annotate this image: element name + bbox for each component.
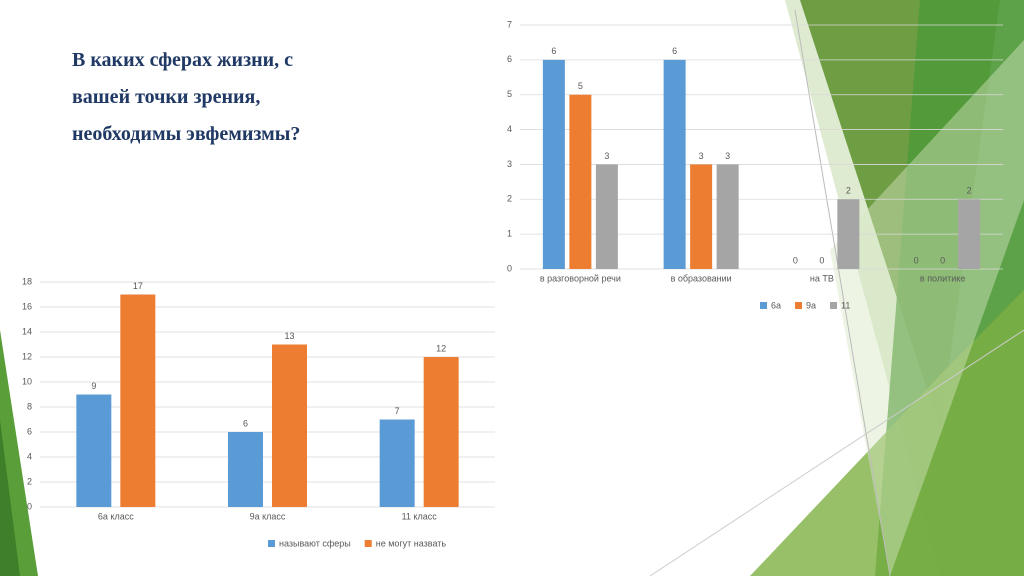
bar — [120, 294, 156, 507]
x-tick-label: в политике — [920, 273, 965, 283]
data-label: 13 — [284, 331, 294, 341]
legend-label: называют сферы — [279, 538, 351, 548]
data-label: 0 — [914, 255, 919, 265]
y-tick-label: 0 — [507, 263, 512, 273]
bar — [76, 394, 112, 507]
bar — [542, 59, 565, 269]
y-tick-label: 5 — [507, 89, 512, 99]
bar — [379, 419, 415, 507]
data-label: 3 — [604, 151, 609, 161]
y-tick-label: 12 — [22, 351, 32, 361]
bar — [958, 199, 981, 269]
x-tick-label: 6а класс — [98, 511, 134, 521]
data-label: 9 — [91, 381, 96, 391]
bar — [595, 164, 618, 269]
data-label: 2 — [846, 186, 851, 196]
y-tick-label: 8 — [27, 401, 32, 411]
data-label: 0 — [819, 255, 824, 265]
slide-title: В каких сферах жизни, с вашей точки зрен… — [72, 49, 301, 145]
data-label: 17 — [133, 281, 143, 291]
y-tick-label: 0 — [27, 501, 32, 511]
y-tick-label: 14 — [22, 326, 32, 336]
y-tick-label: 3 — [507, 159, 512, 169]
y-tick-label: 6 — [27, 426, 32, 436]
data-label: 6 — [551, 46, 556, 56]
legend-swatch — [830, 302, 838, 309]
legend-label: 11 — [841, 300, 850, 310]
x-tick-label: в образовании — [671, 273, 732, 283]
data-label: 6 — [243, 418, 248, 428]
bar — [716, 164, 739, 269]
legend-swatch — [268, 540, 275, 547]
data-label: 3 — [725, 151, 730, 161]
y-tick-label: 16 — [22, 301, 32, 311]
data-label: 5 — [578, 81, 583, 91]
y-tick-label: 1 — [507, 229, 512, 239]
data-label: 12 — [436, 343, 446, 353]
bar — [228, 432, 263, 507]
legend-swatch — [364, 540, 372, 547]
y-tick-label: 2 — [507, 194, 512, 204]
y-tick-label: 18 — [22, 276, 32, 286]
bar — [423, 357, 459, 507]
x-tick-label: 11 класс — [402, 511, 438, 521]
bar — [837, 199, 860, 269]
x-tick-label: 9а класс — [250, 511, 286, 521]
data-label: 0 — [793, 255, 798, 265]
data-label: 7 — [395, 406, 400, 416]
legend-label: 6а — [771, 300, 781, 310]
legend-swatch — [760, 302, 767, 309]
y-tick-label: 4 — [27, 451, 32, 461]
bar — [569, 94, 592, 269]
legend-swatch — [795, 302, 803, 309]
y-tick-label: 10 — [22, 376, 32, 386]
data-label: 0 — [940, 255, 945, 265]
data-label: 3 — [699, 151, 704, 161]
data-label: 6 — [672, 46, 677, 56]
y-tick-label: 2 — [27, 476, 32, 486]
bar — [690, 164, 713, 269]
bar — [272, 344, 307, 507]
bar — [663, 59, 686, 269]
y-tick-label: 6 — [507, 54, 512, 64]
legend-label: не могут назвать — [376, 538, 447, 548]
x-tick-label: в разговорной речи — [540, 273, 621, 283]
x-tick-label: на ТВ — [810, 273, 834, 283]
data-label: 2 — [967, 186, 972, 196]
legend-label: 9а — [806, 300, 816, 310]
y-tick-label: 7 — [507, 19, 512, 29]
y-tick-label: 4 — [507, 124, 512, 134]
